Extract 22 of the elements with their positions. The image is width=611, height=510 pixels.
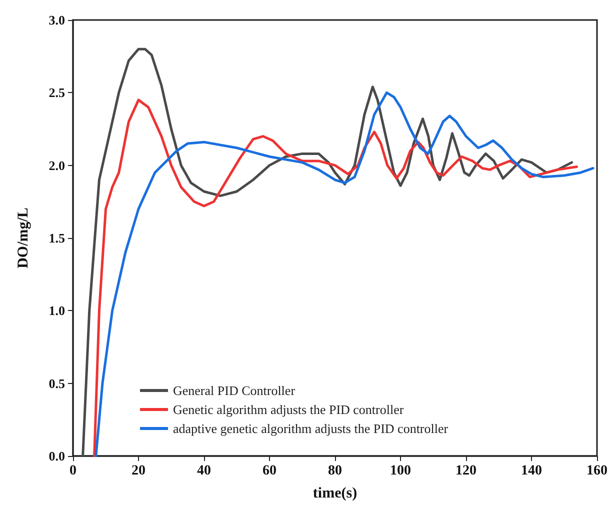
y-tick-label: 1.5 bbox=[48, 230, 66, 246]
x-axis-title: time(s) bbox=[312, 486, 358, 502]
x-tick-label: 60 bbox=[262, 464, 276, 478]
y-axis-title: DO/mg/L bbox=[16, 208, 32, 268]
y-tick-label: 2.5 bbox=[48, 85, 66, 100]
x-tick-label: 120 bbox=[456, 464, 476, 478]
y-tick-label: 0.5 bbox=[48, 376, 66, 391]
y-tick-label: 1.0 bbox=[48, 303, 65, 318]
y-tick-label: 0.0 bbox=[48, 448, 65, 464]
x-tick-label: 160 bbox=[586, 464, 608, 478]
x-tick-label: 0 bbox=[70, 464, 76, 478]
line-series bbox=[82, 48, 574, 458]
x-tick-label: 80 bbox=[328, 464, 342, 478]
x-tick-label: 40 bbox=[197, 464, 211, 478]
x-tick-label: 20 bbox=[132, 464, 146, 478]
legend-label: adaptive genetic algorithm adjusts the PID controller bbox=[173, 421, 449, 436]
y-tick-label: 2.0 bbox=[48, 158, 65, 173]
legend-label: Genetic algorithm adjusts the PID controller bbox=[173, 402, 404, 417]
x-tick-label: 100 bbox=[390, 464, 411, 478]
y-tick-label: 3.0 bbox=[48, 12, 65, 28]
x-tick-label: 140 bbox=[521, 464, 542, 478]
legend-label: General PID Controller bbox=[173, 383, 296, 398]
